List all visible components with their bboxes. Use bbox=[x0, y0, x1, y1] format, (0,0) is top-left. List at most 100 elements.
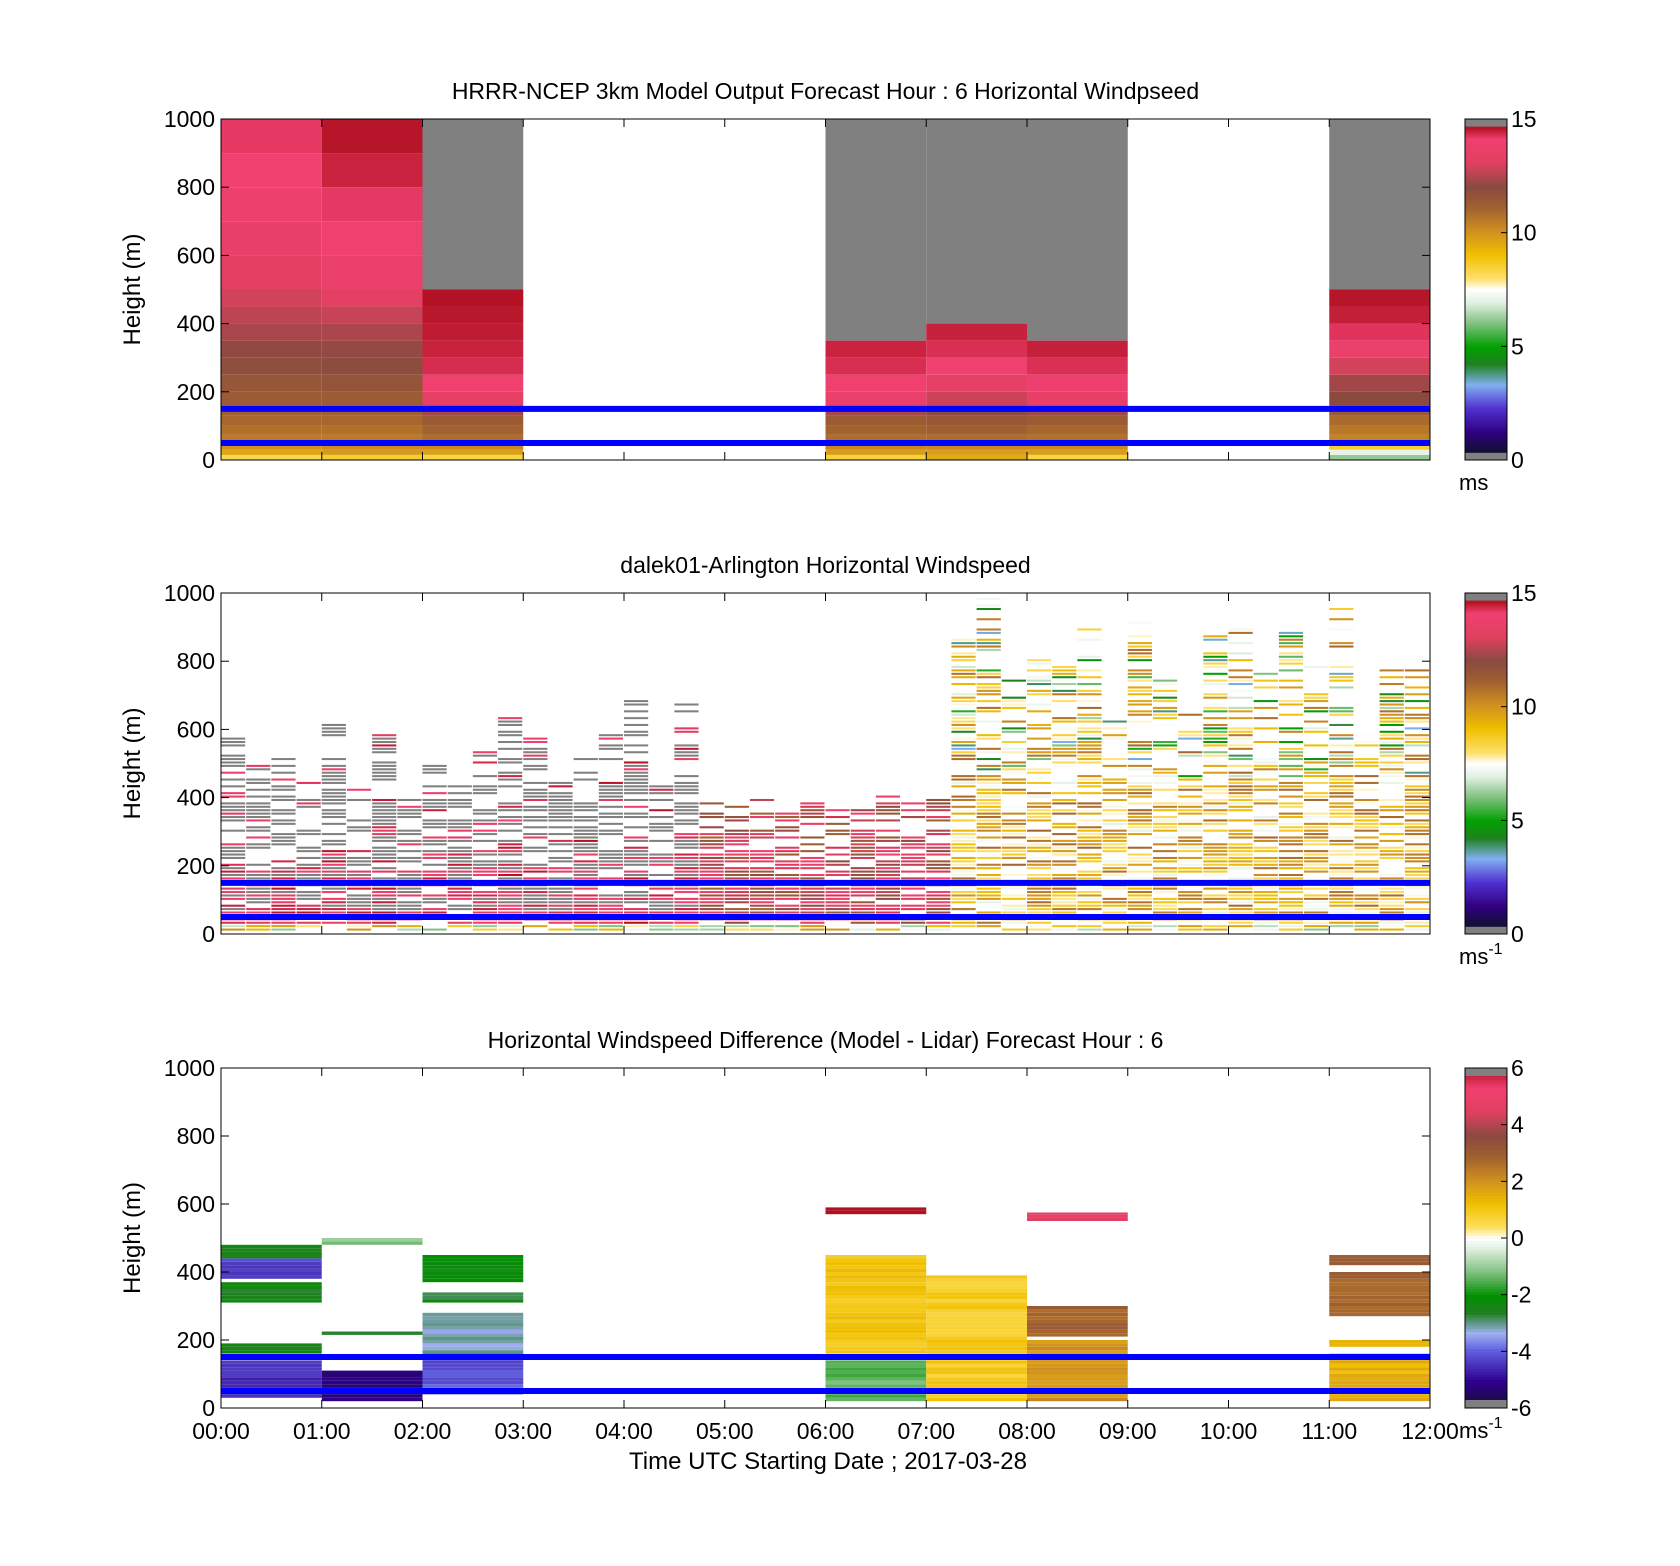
heatmap-cell bbox=[825, 434, 927, 443]
heatmap-cell bbox=[1203, 894, 1228, 897]
heatmap-cell bbox=[1102, 836, 1127, 839]
heatmap-cell bbox=[1228, 792, 1253, 795]
heatmap-cell bbox=[1077, 751, 1102, 754]
heatmap-cell bbox=[246, 836, 271, 839]
heatmap-cell bbox=[472, 853, 498, 856]
colorbar-step bbox=[1465, 1093, 1507, 1097]
heatmap-cell bbox=[724, 833, 749, 836]
heatmap-cell bbox=[1379, 928, 1404, 931]
heatmap-cell bbox=[221, 1292, 322, 1296]
heatmap-cell bbox=[901, 856, 926, 859]
heatmap-cell bbox=[1102, 846, 1127, 849]
heatmap-cell bbox=[1329, 340, 1430, 358]
y-tick-label: 400 bbox=[177, 311, 215, 337]
heatmap-cell bbox=[1329, 877, 1354, 880]
heatmap-cell bbox=[321, 758, 346, 761]
heatmap-cell bbox=[649, 860, 674, 863]
heatmap-cell bbox=[372, 761, 397, 764]
heatmap-cell bbox=[1027, 737, 1052, 740]
heatmap-cell bbox=[321, 1238, 423, 1242]
heatmap-cell bbox=[422, 1261, 524, 1266]
heatmap-cell bbox=[1052, 737, 1077, 740]
heatmap-cell bbox=[1228, 908, 1253, 911]
heatmap-cell bbox=[296, 870, 321, 873]
heatmap-cell bbox=[1178, 897, 1203, 900]
heatmap-cell bbox=[1077, 925, 1102, 928]
heatmap-cell bbox=[321, 1397, 423, 1402]
heatmap-cell bbox=[649, 856, 674, 859]
heatmap-cell bbox=[825, 1289, 927, 1293]
heatmap-cell bbox=[1278, 730, 1304, 733]
heatmap-cell bbox=[1152, 747, 1178, 750]
heatmap-cell bbox=[548, 843, 573, 846]
heatmap-cell bbox=[1027, 758, 1052, 761]
heatmap-cell bbox=[321, 1380, 423, 1385]
heatmap-cell bbox=[850, 856, 875, 859]
heatmap-cell bbox=[221, 1377, 322, 1381]
heatmap-cell bbox=[951, 873, 976, 877]
heatmap-cell bbox=[1178, 843, 1203, 846]
heatmap-cell bbox=[674, 792, 699, 795]
heatmap-cell bbox=[422, 1323, 524, 1327]
heatmap-cell bbox=[749, 904, 775, 907]
heatmap-cell bbox=[246, 925, 271, 928]
heatmap-cell bbox=[1027, 771, 1052, 774]
heatmap-cell bbox=[1228, 628, 1253, 631]
heatmap-cell bbox=[901, 863, 926, 866]
heatmap-cell bbox=[372, 822, 397, 825]
heatmap-cell bbox=[1027, 873, 1052, 877]
heatmap-cell bbox=[825, 1299, 927, 1303]
colorbar-step bbox=[1465, 1201, 1507, 1205]
heatmap-cell bbox=[422, 911, 447, 914]
heatmap-cell bbox=[825, 1255, 927, 1259]
heatmap-cell bbox=[1228, 894, 1253, 897]
heatmap-cell bbox=[800, 904, 825, 907]
heatmap-cell bbox=[1278, 802, 1304, 805]
heatmap-cell bbox=[296, 904, 321, 907]
heatmap-cell bbox=[1077, 853, 1102, 856]
heatmap-cell bbox=[1304, 758, 1329, 761]
heatmap-cell bbox=[1178, 836, 1203, 839]
heatmap-cell bbox=[472, 809, 498, 812]
heatmap-cell bbox=[1127, 792, 1152, 795]
heatmap-cell bbox=[1102, 863, 1127, 866]
heatmap-cell bbox=[1278, 734, 1304, 737]
heatmap-cell bbox=[1404, 843, 1429, 846]
heatmap-cell bbox=[800, 860, 825, 863]
heatmap-cell bbox=[422, 901, 447, 904]
heatmap-cell bbox=[221, 911, 246, 914]
heatmap-cell bbox=[1052, 822, 1077, 825]
heatmap-cell bbox=[1152, 836, 1178, 839]
heatmap-cell bbox=[321, 870, 346, 873]
heatmap-cell bbox=[221, 1343, 322, 1347]
heatmap-cell bbox=[800, 805, 825, 808]
heatmap-cell bbox=[1253, 925, 1278, 928]
heatmap-cell bbox=[901, 836, 926, 839]
heatmap-cell bbox=[498, 740, 523, 744]
heatmap-cell bbox=[1354, 843, 1379, 846]
heatmap-cell bbox=[422, 894, 447, 897]
heatmap-cell bbox=[1077, 860, 1102, 863]
heatmap-cell bbox=[1052, 761, 1077, 764]
heatmap-cell bbox=[1001, 740, 1026, 744]
colorbar-gradient bbox=[1465, 119, 1507, 460]
heatmap-cell bbox=[976, 771, 1001, 774]
heatmap-cell bbox=[825, 1323, 927, 1327]
heatmap-cell bbox=[1077, 655, 1102, 658]
heatmap-cell bbox=[1027, 1316, 1128, 1320]
heatmap-cell bbox=[1354, 764, 1379, 767]
heatmap-cell bbox=[1253, 816, 1278, 819]
heatmap-cell bbox=[951, 863, 976, 866]
heatmap-cell bbox=[321, 1377, 423, 1381]
heatmap-cell bbox=[976, 642, 1001, 645]
heatmap-cell bbox=[850, 839, 875, 842]
heatmap-cell bbox=[800, 921, 825, 924]
heatmap-cell bbox=[372, 734, 397, 737]
heatmap-cell bbox=[346, 911, 372, 914]
heatmap-cell bbox=[1077, 897, 1102, 900]
heatmap-cell bbox=[498, 867, 523, 870]
heatmap-cell bbox=[221, 829, 246, 832]
heatmap-cell bbox=[951, 758, 976, 761]
heatmap-cell bbox=[1127, 648, 1152, 651]
heatmap-cell bbox=[498, 921, 523, 924]
